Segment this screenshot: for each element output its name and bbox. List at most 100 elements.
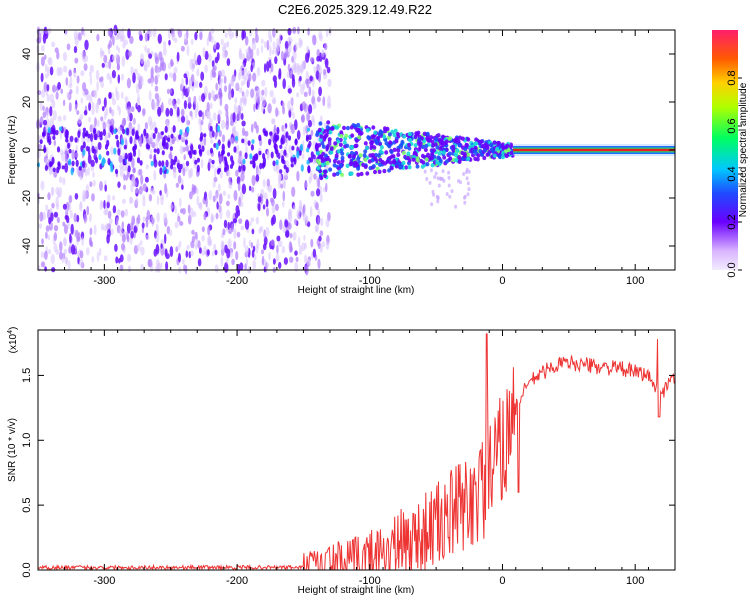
spectrogram-cell xyxy=(126,127,130,136)
spectrogram-cell xyxy=(99,181,103,191)
spectrogram-cell xyxy=(256,47,260,57)
spectrogram-cell xyxy=(284,40,289,50)
spectrogram-cell xyxy=(444,139,449,144)
spectrogram-cell xyxy=(392,160,397,165)
spectrogram-cell xyxy=(115,86,118,97)
spectrogram-cell xyxy=(202,47,206,57)
spectrogram-cell xyxy=(509,144,513,149)
spectrogram-cell xyxy=(424,143,429,149)
spectrogram-cell xyxy=(345,143,350,148)
spectrogram-cell xyxy=(425,177,429,181)
spectrogram-cell xyxy=(319,230,324,237)
spectrogram-cell xyxy=(89,181,93,188)
spectrogram-cell xyxy=(69,89,73,95)
spectrogram-cell xyxy=(77,130,81,138)
spectrogram-cell xyxy=(232,218,238,224)
spectrogram-cell xyxy=(121,73,124,81)
spectrogram-cell xyxy=(152,99,156,109)
spectrogram-cell xyxy=(191,150,196,155)
spectrogram-cell xyxy=(393,128,398,133)
spectrogram-cell xyxy=(235,144,240,155)
spectrogram-cell xyxy=(220,69,225,78)
spectrogram-cell xyxy=(447,170,451,175)
spectrogram-cell xyxy=(223,42,226,51)
spectrogram-cell xyxy=(196,102,199,113)
spectrogram-cell xyxy=(82,127,86,132)
spectrogram-cell xyxy=(61,165,65,170)
spectrogram-cell xyxy=(196,195,200,206)
spectrogram-cell xyxy=(371,164,376,169)
spectrogram-cell xyxy=(67,93,70,100)
spectrogram-cell xyxy=(94,117,97,127)
spectrogram-cell xyxy=(279,219,283,230)
spectrogram-cell xyxy=(223,166,228,173)
spectrogram-cell xyxy=(45,225,50,232)
spectrogram-cell xyxy=(173,168,177,179)
spectrogram-cell xyxy=(69,76,73,86)
spectrogram-cell xyxy=(290,163,294,168)
spectrogram-cell xyxy=(242,158,246,165)
spectrogram-cell xyxy=(287,27,292,36)
spectrogram-cell xyxy=(137,148,141,160)
spectrogram-cell xyxy=(384,150,389,155)
spectrogram-cell xyxy=(144,122,148,130)
spectrogram-cell xyxy=(451,148,456,153)
spectrogram-cell xyxy=(312,34,317,46)
spectrogram-cell xyxy=(319,134,324,139)
spectrogram-cell xyxy=(270,239,275,247)
spectrogram-cell xyxy=(76,110,80,115)
spectrogram-cell xyxy=(266,178,270,187)
spectrogram-cell xyxy=(345,163,350,168)
spectrogram-cell xyxy=(289,233,293,239)
spectrogram-cell xyxy=(57,162,61,170)
spectrogram-cell xyxy=(257,90,261,98)
spectrogram-cell xyxy=(437,151,442,156)
colorbar-tick-label: 0.6 xyxy=(726,118,738,133)
spectrogram-cell xyxy=(207,161,211,172)
spectrogram-cell xyxy=(107,158,111,166)
spectrogram-cell xyxy=(272,214,276,225)
spectrogram-cell xyxy=(250,242,253,249)
spectrogram-cell xyxy=(252,72,257,82)
spectrogram-cell xyxy=(42,131,46,137)
spectrogram-cell xyxy=(262,161,266,168)
spectrogram-cell xyxy=(154,56,159,65)
spectrogram-cell xyxy=(124,208,129,217)
spectrogram-cell xyxy=(98,248,102,256)
spectrogram-cell xyxy=(219,209,223,220)
spectrogram-cell xyxy=(208,190,213,201)
spectrogram-cell xyxy=(127,50,132,57)
spectrogram-cell xyxy=(465,176,469,181)
spectrogram-cell xyxy=(310,238,314,248)
spectrogram-cell xyxy=(46,84,50,92)
x-tick-label: -300 xyxy=(93,275,115,287)
spectrogram-cell xyxy=(40,56,45,67)
spectrogram-cell xyxy=(399,164,404,170)
spectrogram-cell xyxy=(281,101,285,110)
spectrogram-cell xyxy=(255,174,260,182)
spectrogram-cell xyxy=(52,167,56,173)
spectrogram-cell xyxy=(201,93,206,103)
spectrogram-cell xyxy=(234,135,239,142)
spectrogram-cell xyxy=(227,194,231,200)
spectrogram-cell xyxy=(291,186,296,197)
spectrogram-cell xyxy=(253,254,257,261)
spectrogram-cell xyxy=(99,77,102,83)
spectrogram-cell xyxy=(131,157,135,169)
spectrogram-cell xyxy=(308,134,312,141)
spectrogram-cell xyxy=(245,258,249,267)
spectrogram-cell xyxy=(140,174,144,185)
spectrogram-cell xyxy=(232,125,237,137)
spectrogram-cell xyxy=(121,233,126,243)
spectrogram-cell xyxy=(163,47,167,56)
spectrogram-cell xyxy=(139,240,143,246)
spectrogram-cell xyxy=(367,159,372,164)
spectrogram-cell xyxy=(45,231,48,239)
spectrogram-cell xyxy=(325,160,330,166)
spectrogram-cell xyxy=(373,130,378,135)
spectrogram-cell xyxy=(106,234,110,244)
spectrogram-cell xyxy=(318,121,323,126)
spectrogram-cell xyxy=(276,235,281,242)
spectrogram-cell xyxy=(294,138,298,145)
spectrogram-cell xyxy=(44,63,48,73)
